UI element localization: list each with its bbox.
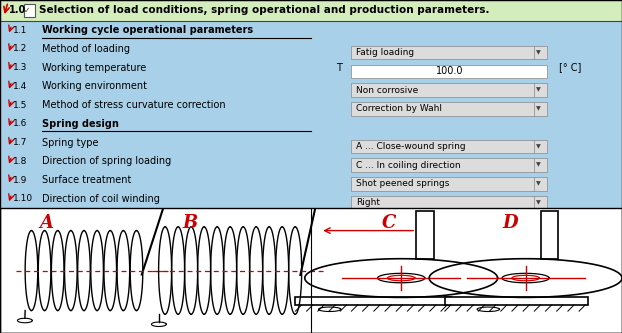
Text: [° C]: [° C] [559, 63, 581, 73]
Text: B: B [182, 214, 197, 232]
Text: Direction of coil winding: Direction of coil winding [42, 194, 160, 204]
FancyBboxPatch shape [445, 297, 588, 305]
Text: ▼: ▼ [536, 106, 541, 111]
FancyBboxPatch shape [24, 4, 35, 17]
Text: A ... Close-wound spring: A ... Close-wound spring [356, 142, 466, 151]
Text: Working environment: Working environment [42, 81, 147, 91]
Text: Selection of load conditions, spring operational and production parameters.: Selection of load conditions, spring ope… [39, 5, 490, 15]
FancyBboxPatch shape [351, 177, 547, 190]
Text: 1.1: 1.1 [13, 26, 27, 35]
Text: Working temperature: Working temperature [42, 63, 147, 73]
Text: 1.5: 1.5 [13, 101, 27, 110]
Text: Non corrosive: Non corrosive [356, 86, 419, 95]
Text: 1.0: 1.0 [9, 5, 27, 15]
Text: 1.3: 1.3 [13, 63, 27, 72]
Text: Right: Right [356, 198, 381, 207]
Text: 1.9: 1.9 [13, 175, 27, 184]
FancyBboxPatch shape [351, 65, 547, 78]
Text: A: A [40, 214, 53, 232]
FancyBboxPatch shape [541, 211, 558, 259]
Text: Method of loading: Method of loading [42, 44, 130, 54]
Text: Fatig loading: Fatig loading [356, 48, 414, 57]
Text: D: D [502, 214, 518, 232]
FancyBboxPatch shape [351, 83, 547, 97]
FancyBboxPatch shape [351, 140, 547, 153]
Text: 1.8: 1.8 [13, 157, 27, 166]
FancyBboxPatch shape [0, 208, 622, 333]
FancyBboxPatch shape [0, 0, 622, 21]
Text: 1.2: 1.2 [13, 44, 27, 53]
Text: Spring design: Spring design [42, 119, 119, 129]
Text: 1.10: 1.10 [13, 194, 33, 203]
Text: T: T [336, 63, 341, 73]
Text: ▼: ▼ [536, 181, 541, 186]
Text: ▼: ▼ [536, 88, 541, 93]
Text: Method of stress curvature correction: Method of stress curvature correction [42, 100, 226, 110]
Text: 1.7: 1.7 [13, 138, 27, 147]
Text: Direction of spring loading: Direction of spring loading [42, 156, 172, 166]
Text: 1.6: 1.6 [13, 119, 27, 128]
Text: ▼: ▼ [536, 144, 541, 149]
Text: ✓: ✓ [24, 6, 30, 15]
Text: C: C [381, 214, 396, 232]
FancyBboxPatch shape [351, 102, 547, 116]
FancyBboxPatch shape [416, 211, 434, 259]
Text: Correction by Wahl: Correction by Wahl [356, 104, 442, 113]
Text: Spring type: Spring type [42, 138, 99, 148]
Text: Shot peened springs: Shot peened springs [356, 179, 450, 188]
Text: Working cycle operational parameters: Working cycle operational parameters [42, 25, 253, 35]
Text: ▼: ▼ [536, 200, 541, 205]
FancyBboxPatch shape [351, 196, 547, 209]
FancyBboxPatch shape [295, 297, 451, 305]
Text: Surface treatment: Surface treatment [42, 175, 132, 185]
Text: 1.4: 1.4 [13, 82, 27, 91]
Text: 100.0: 100.0 [435, 66, 463, 76]
FancyBboxPatch shape [351, 158, 547, 172]
Text: ▼: ▼ [536, 50, 541, 55]
FancyBboxPatch shape [351, 46, 547, 59]
Text: ▼: ▼ [536, 163, 541, 167]
Text: C ... In coiling direction: C ... In coiling direction [356, 161, 461, 169]
